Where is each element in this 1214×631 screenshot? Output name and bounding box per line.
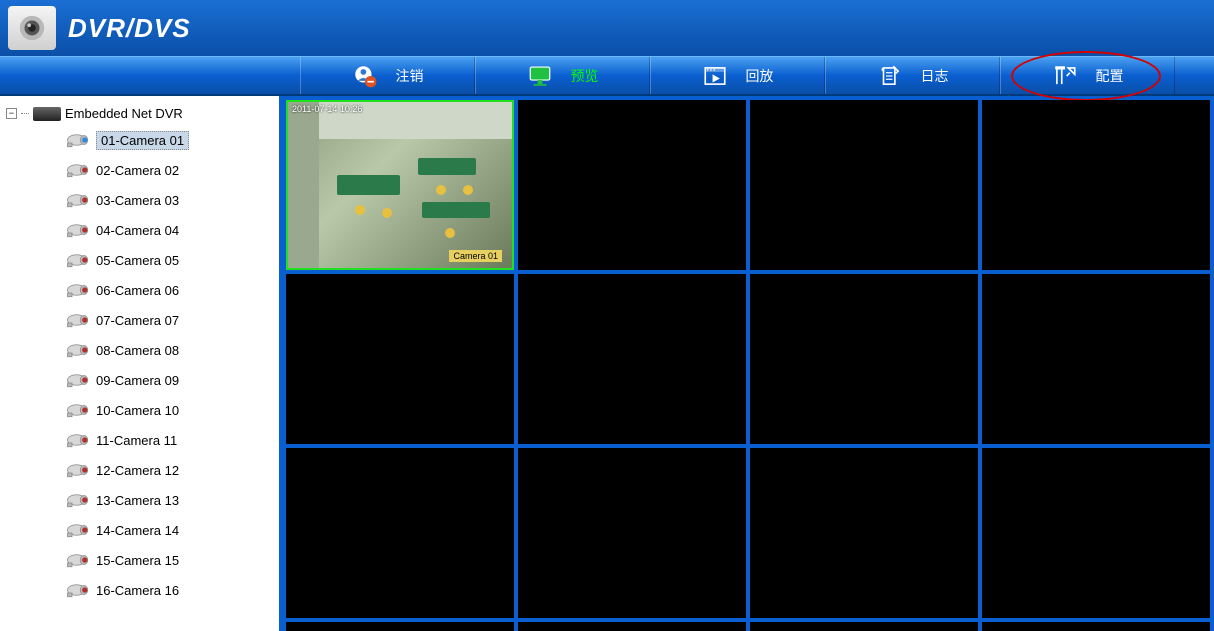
camera-item[interactable]: 10-Camera 10 bbox=[66, 395, 273, 425]
camera-item[interactable]: 05-Camera 05 bbox=[66, 245, 273, 275]
camera-item[interactable]: 11-Camera 11 bbox=[66, 425, 273, 455]
video-cell[interactable] bbox=[750, 448, 978, 618]
video-cell[interactable] bbox=[750, 274, 978, 444]
camera-label: 08-Camera 08 bbox=[96, 343, 179, 358]
camera-label: 03-Camera 03 bbox=[96, 193, 179, 208]
tree-collapse-icon[interactable]: − bbox=[6, 108, 17, 119]
osd-channel-label: Camera 01 bbox=[449, 250, 502, 262]
nav-label: 配置 bbox=[1096, 66, 1124, 86]
camera-icon bbox=[66, 251, 90, 269]
video-cell[interactable] bbox=[518, 100, 746, 270]
video-cell[interactable] bbox=[286, 448, 514, 618]
camera-label: 06-Camera 06 bbox=[96, 283, 179, 298]
camera-label: 05-Camera 05 bbox=[96, 253, 179, 268]
camera-label: 07-Camera 07 bbox=[96, 313, 179, 328]
log-icon bbox=[877, 63, 903, 89]
camera-icon bbox=[66, 401, 90, 419]
camera-item[interactable]: 04-Camera 04 bbox=[66, 215, 273, 245]
camera-item[interactable]: 13-Camera 13 bbox=[66, 485, 273, 515]
camera-icon bbox=[66, 551, 90, 569]
playback-icon bbox=[702, 63, 728, 89]
video-cell[interactable] bbox=[286, 622, 514, 631]
camera-label: 09-Camera 09 bbox=[96, 373, 179, 388]
nav-label: 回放 bbox=[746, 66, 774, 86]
camera-icon bbox=[66, 131, 90, 149]
camera-icon bbox=[66, 311, 90, 329]
dvr-icon bbox=[33, 107, 61, 121]
config-icon bbox=[1052, 63, 1078, 89]
camera-item[interactable]: 08-Camera 08 bbox=[66, 335, 273, 365]
header: DVR/DVS bbox=[0, 0, 1214, 56]
camera-tree-sidebar: − Embedded Net DVR 01-Camera 01 02-Camera… bbox=[0, 96, 282, 631]
monitor-icon bbox=[527, 63, 553, 89]
camera-icon bbox=[66, 371, 90, 389]
camera-item[interactable]: 06-Camera 06 bbox=[66, 275, 273, 305]
video-cell[interactable] bbox=[982, 100, 1210, 270]
camera-item[interactable]: 01-Camera 01 bbox=[66, 125, 273, 155]
app-title: DVR/DVS bbox=[68, 13, 191, 44]
video-cell[interactable] bbox=[750, 100, 978, 270]
camera-item[interactable]: 03-Camera 03 bbox=[66, 185, 273, 215]
camera-item[interactable]: 15-Camera 15 bbox=[66, 545, 273, 575]
camera-label: 01-Camera 01 bbox=[96, 131, 189, 150]
camera-label: 10-Camera 10 bbox=[96, 403, 179, 418]
camera-icon bbox=[66, 491, 90, 509]
nav-label: 预览 bbox=[571, 66, 599, 86]
nav-label: 注销 bbox=[396, 66, 424, 86]
camera-icon bbox=[66, 221, 90, 239]
camera-list: 01-Camera 01 02-Camera 02 03-Camera 03 04-C… bbox=[66, 125, 273, 605]
tree-root[interactable]: − Embedded Net DVR bbox=[6, 106, 273, 121]
tree-root-label: Embedded Net DVR bbox=[65, 106, 183, 121]
camera-label: 14-Camera 14 bbox=[96, 523, 179, 538]
video-cell[interactable] bbox=[982, 274, 1210, 444]
camera-item[interactable]: 07-Camera 07 bbox=[66, 305, 273, 335]
camera-item[interactable]: 14-Camera 14 bbox=[66, 515, 273, 545]
camera-icon bbox=[66, 191, 90, 209]
camera-icon bbox=[66, 341, 90, 359]
osd-timestamp: 2011-07-14 10:26 bbox=[292, 104, 362, 114]
top-nav: 注销 预览 回放 日志 配置 bbox=[0, 56, 1214, 96]
user-logout-icon bbox=[352, 63, 378, 89]
camera-label: 12-Camera 12 bbox=[96, 463, 179, 478]
camera-label: 02-Camera 02 bbox=[96, 163, 179, 178]
camera-label: 15-Camera 15 bbox=[96, 553, 179, 568]
live-preview bbox=[288, 102, 512, 268]
camera-icon bbox=[66, 161, 90, 179]
video-cell[interactable] bbox=[518, 448, 746, 618]
video-cell[interactable] bbox=[518, 622, 746, 631]
video-cell[interactable] bbox=[982, 622, 1210, 631]
content-area: − Embedded Net DVR 01-Camera 01 02-Camera… bbox=[0, 96, 1214, 631]
nav-log[interactable]: 日志 bbox=[825, 57, 1000, 94]
camera-label: 13-Camera 13 bbox=[96, 493, 179, 508]
highlight-annotation bbox=[1011, 51, 1161, 101]
camera-icon bbox=[66, 461, 90, 479]
camera-icon bbox=[66, 281, 90, 299]
video-cell[interactable] bbox=[286, 274, 514, 444]
camera-item[interactable]: 09-Camera 09 bbox=[66, 365, 273, 395]
camera-label: 16-Camera 16 bbox=[96, 583, 179, 598]
camera-item[interactable]: 16-Camera 16 bbox=[66, 575, 273, 605]
nav-label: 日志 bbox=[921, 66, 949, 86]
camera-label: 04-Camera 04 bbox=[96, 223, 179, 238]
camera-icon bbox=[66, 431, 90, 449]
video-cell[interactable]: 2011-07-14 10:26 Camera 01 bbox=[286, 100, 514, 270]
nav-playback[interactable]: 回放 bbox=[650, 57, 825, 94]
nav-preview[interactable]: 预览 bbox=[475, 57, 650, 94]
video-cell[interactable] bbox=[750, 622, 978, 631]
camera-item[interactable]: 02-Camera 02 bbox=[66, 155, 273, 185]
app-logo bbox=[8, 6, 56, 50]
video-cell[interactable] bbox=[518, 274, 746, 444]
video-grid: 2011-07-14 10:26 Camera 01 bbox=[282, 96, 1214, 631]
camera-icon bbox=[66, 521, 90, 539]
nav-config[interactable]: 配置 bbox=[1000, 57, 1175, 94]
camera-item[interactable]: 12-Camera 12 bbox=[66, 455, 273, 485]
camera-label: 11-Camera 11 bbox=[96, 433, 177, 448]
video-cell[interactable] bbox=[982, 448, 1210, 618]
camera-icon bbox=[66, 581, 90, 599]
nav-logout[interactable]: 注销 bbox=[300, 57, 475, 94]
